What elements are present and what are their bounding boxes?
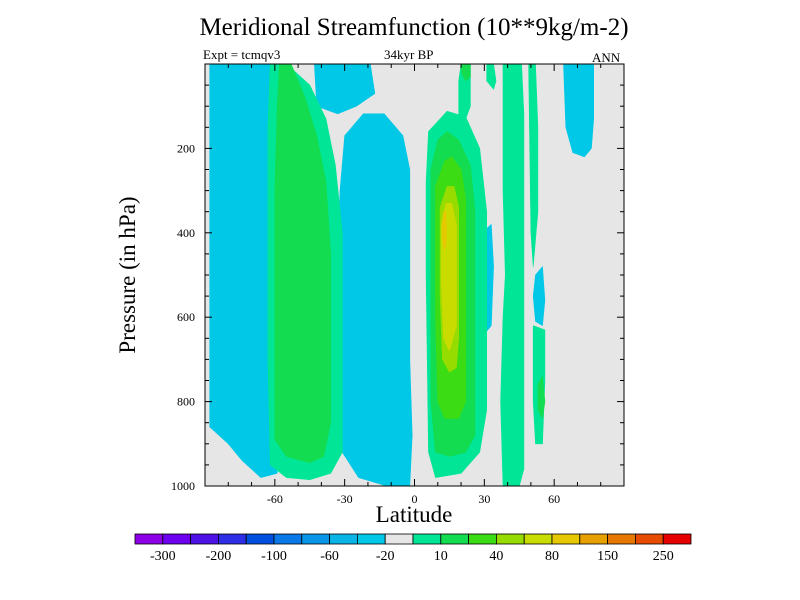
colorbar-swatch	[329, 533, 358, 545]
colorbar-swatch	[468, 533, 497, 545]
contour-region-1-0	[351, 154, 394, 457]
x-tick-label: -30	[337, 492, 353, 506]
y-axis-label: Pressure (in hPa)	[115, 196, 140, 354]
colorbar-swatch	[217, 533, 247, 545]
colorbar-label: -200	[206, 549, 232, 564]
plot-background	[205, 64, 624, 486]
colorbar-label: -100	[261, 549, 287, 564]
contour-region-10-0	[441, 211, 447, 250]
colorbar-swatch	[245, 533, 275, 545]
colorbar-swatch	[579, 533, 608, 545]
contour-region-3-0	[209, 64, 278, 478]
contour-region-7-0	[435, 156, 467, 419]
colorbar-swatch	[662, 533, 692, 545]
colorbar-swatch	[301, 533, 330, 545]
y-tick-label: 200	[177, 141, 195, 155]
colorbar-label: 10	[434, 549, 448, 564]
colorbar-swatch	[635, 533, 664, 545]
contour-region-2-1	[239, 89, 269, 411]
contour-region-5-1	[425, 111, 488, 478]
contour-region-3-1	[337, 113, 413, 486]
colorbar-label: 40	[489, 549, 503, 564]
colorbar-swatch	[495, 533, 525, 545]
y-tick-label: 400	[177, 226, 195, 240]
contour-region-3-3	[479, 224, 494, 335]
contour-region-2-2	[211, 388, 229, 428]
colorbar-swatch	[384, 533, 414, 545]
y-tick-label: 800	[177, 395, 195, 409]
colorbar-label: 250	[653, 549, 674, 564]
contour-region-5-2	[458, 64, 471, 120]
period-label: 34kyr BP	[384, 47, 434, 62]
colorbar-swatch	[412, 533, 442, 545]
colorbar-label: -300	[150, 549, 176, 564]
colorbar-swatch	[134, 533, 164, 545]
colorbar-label: 150	[597, 549, 618, 564]
contour-region-3-5	[563, 64, 595, 158]
x-axis-label: Latitude	[375, 502, 453, 527]
contour-region-6-0	[274, 64, 332, 464]
plot-frame	[204, 63, 625, 487]
contour-region-9-0	[440, 203, 457, 352]
x-tick-label: 30	[478, 492, 490, 506]
contour-region-5-4	[500, 64, 525, 486]
contour-region-2-0	[344, 135, 404, 476]
contour-region-1-1	[251, 245, 262, 352]
colorbar-swatch	[607, 533, 636, 545]
contour-region-3-4	[532, 266, 546, 326]
contour-region-6-3	[537, 375, 546, 419]
x-tick-label: 60	[548, 492, 560, 506]
chart-title: Meridional Streamfunction (10**9kg/m-2)	[199, 14, 629, 41]
colorbar-swatch	[440, 533, 469, 545]
colorbar-swatch	[356, 533, 386, 545]
colorbar-label: 80	[545, 549, 559, 564]
colorbar-swatch	[551, 533, 581, 545]
colorbar-label: -60	[320, 549, 339, 564]
y-tick-label: 600	[177, 310, 195, 324]
experiment-label: Expt = tcmqv3	[203, 47, 281, 62]
contour-region-5-5	[528, 64, 539, 267]
contour-region-5-6	[532, 325, 546, 445]
contour-region-0-0	[362, 329, 387, 428]
colorbar-swatch	[523, 533, 553, 545]
contour-region-3-2	[314, 64, 376, 115]
x-tick-label: -60	[267, 492, 283, 506]
colorbar-swatch	[273, 533, 303, 545]
colorbar-swatch	[190, 533, 219, 545]
contour-region-6-2	[460, 64, 471, 82]
colorbar-swatch	[162, 533, 192, 545]
colorbar-label: -20	[376, 549, 395, 564]
contour-region-5-3	[486, 64, 497, 90]
contour-region-5-0	[267, 64, 343, 481]
contour-region-8-0	[439, 186, 460, 373]
season-label: ANN	[592, 50, 621, 65]
y-tick-label: 1000	[171, 479, 195, 493]
contour-region-6-1	[430, 131, 476, 457]
